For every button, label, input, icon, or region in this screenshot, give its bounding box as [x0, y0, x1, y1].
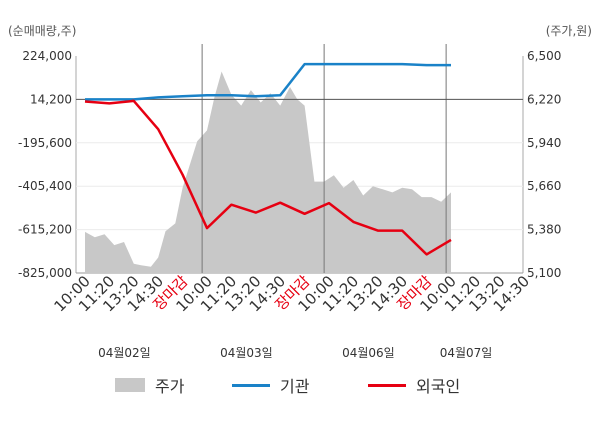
y-right-tick-label: 5,100: [527, 266, 561, 280]
y-left-tick-label: 14,200: [30, 92, 72, 106]
institution-line: [85, 62, 451, 101]
legend-label-price: 주가: [155, 377, 185, 396]
date-label: 04월07일: [440, 346, 493, 360]
y-left-tick-label: -825,000: [18, 266, 72, 280]
legend-swatch-institution: [232, 383, 270, 387]
date-label: 04월06일: [342, 346, 395, 360]
right-axis-unit: (주가,원): [545, 24, 592, 38]
y-left-tick-label: 224,000: [22, 49, 72, 63]
date-label: 04월02일: [98, 346, 151, 360]
y-right-tick-label: 5,660: [527, 179, 561, 193]
legend: 주가 기관 외국인: [0, 370, 600, 400]
y-right-tick-label: 6,220: [527, 92, 561, 106]
legend-item-price: 주가: [115, 370, 184, 400]
y-left-tick-label: -195,600: [18, 136, 72, 150]
legend-swatch-price: [115, 378, 145, 392]
y-right-tick-label: 6,500: [527, 49, 561, 63]
y-left-tick-label: -615,200: [18, 223, 72, 237]
legend-swatch-foreign: [368, 383, 406, 387]
y-right-tick-label: 5,380: [527, 223, 561, 237]
chart-area: 224,000 6,500 14,200 6,220 -195,600 5,940 -405…: [18, 44, 561, 360]
price-area: [85, 71, 451, 273]
legend-item-foreign: 외국인: [368, 370, 460, 400]
y-right-tick-label: 5,940: [527, 136, 561, 150]
legend-label-foreign: 외국인: [416, 377, 461, 396]
left-axis-unit: (순매매량,주): [8, 24, 77, 38]
y-left-tick-label: -405,400: [18, 179, 72, 193]
date-label: 04월03일: [220, 346, 273, 360]
foreign-line: [84, 99, 452, 256]
legend-label-institution: 기관: [280, 377, 310, 396]
legend-item-institution: 기관: [232, 370, 309, 400]
